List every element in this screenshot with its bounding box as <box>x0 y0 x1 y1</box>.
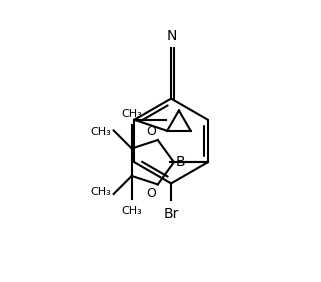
Text: CH₃: CH₃ <box>121 109 142 119</box>
Text: B: B <box>176 155 186 169</box>
Text: CH₃: CH₃ <box>121 206 142 216</box>
Text: CH₃: CH₃ <box>90 188 111 197</box>
Text: CH₃: CH₃ <box>90 127 111 137</box>
Text: Br: Br <box>163 207 179 221</box>
Text: O: O <box>146 186 156 200</box>
Text: O: O <box>146 125 156 138</box>
Text: N: N <box>167 29 177 43</box>
